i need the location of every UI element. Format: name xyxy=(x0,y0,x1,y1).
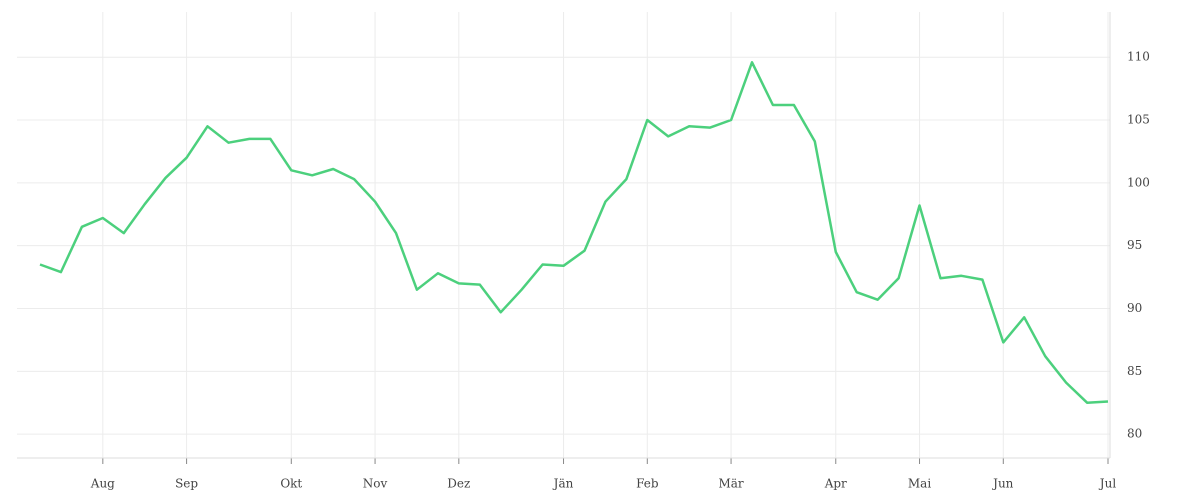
y-tick-label: 110 xyxy=(1127,50,1150,64)
x-tick-label: Jun xyxy=(991,477,1014,491)
y-tick-label: 85 xyxy=(1127,364,1142,378)
x-tick-label: Jul xyxy=(1098,477,1117,491)
x-tick-label: Aug xyxy=(90,477,115,491)
x-tick-label: Feb xyxy=(636,477,659,491)
x-tick-label: Jän xyxy=(552,477,574,491)
y-tick-label: 95 xyxy=(1127,238,1142,252)
x-tick-label: Mär xyxy=(718,477,743,491)
x-tick-label: Nov xyxy=(363,477,388,491)
y-tick-label: 90 xyxy=(1127,301,1142,315)
y-tick-label: 105 xyxy=(1127,113,1150,127)
x-tick-label: Okt xyxy=(280,477,302,491)
x-tick-label: Dez xyxy=(447,477,470,491)
y-tick-label: 80 xyxy=(1127,427,1142,441)
x-tick-label: Sep xyxy=(175,477,198,491)
x-tick-label: Mai xyxy=(908,477,931,491)
line xyxy=(39,61,1109,404)
y-tick-label: 100 xyxy=(1127,175,1150,189)
x-tick-label: Apr xyxy=(824,477,847,491)
